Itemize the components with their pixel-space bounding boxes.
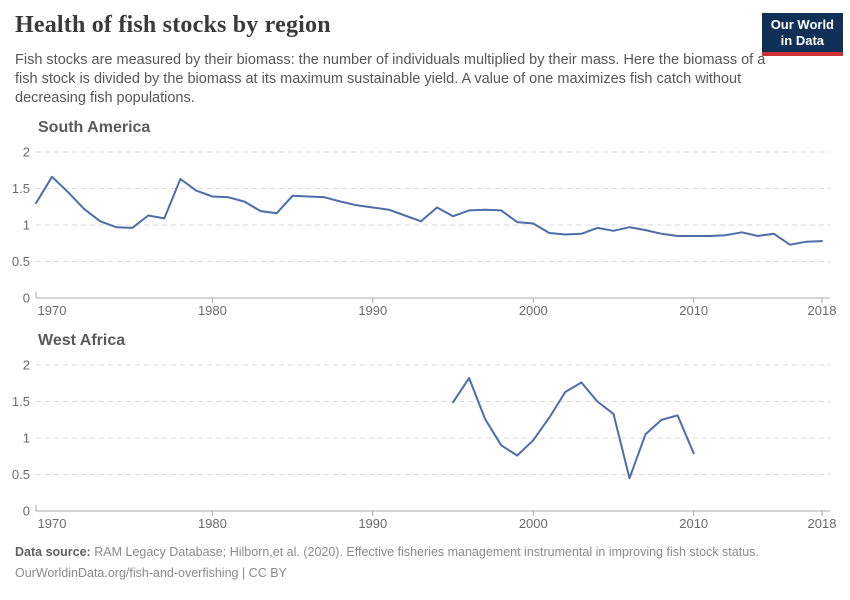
owid-logo-line2: in Data: [780, 33, 825, 48]
x-tick-label: 2018: [808, 516, 837, 531]
y-tick-label: 0.5: [12, 467, 30, 482]
x-tick-label: 2018: [808, 303, 837, 318]
x-tick-label: 2000: [519, 516, 548, 531]
y-tick-label: 0.5: [12, 254, 30, 269]
chart-south-america: 0 0.5 1 1.5 2 1970 1980 1990 2000 2010 2018: [12, 145, 837, 319]
x-tick-label: 2010: [679, 516, 708, 531]
page-title: Health of fish stocks by region: [15, 12, 331, 38]
x-tick-label: 1980: [198, 516, 227, 531]
owid-logo-line1: Our World: [770, 17, 834, 32]
chart-west-africa: 0 0.5 1 1.5 2 1970 1980 1990 2000 2010 2018: [12, 358, 837, 532]
data-source-line: Data source: RAM Legacy Database; Hilbor…: [15, 545, 835, 559]
y-tick-label: 2: [23, 145, 30, 160]
y-tick-label: 1: [23, 431, 30, 446]
y-tick-label: 0: [23, 504, 30, 519]
owid-logo: Our World in Data: [761, 13, 843, 56]
data-source-label: Data source:: [15, 545, 91, 559]
panel-title-west-africa: West Africa: [38, 332, 126, 349]
x-tick-label: 1980: [198, 303, 227, 318]
x-tick-label: 1970: [38, 516, 67, 531]
x-tick-label: 1990: [358, 516, 387, 531]
x-tick-label: 2010: [679, 303, 708, 318]
x-tick-label: 2000: [519, 303, 548, 318]
x-tick-label: 1970: [38, 303, 67, 318]
footer: Data source: RAM Legacy Database; Hilbor…: [15, 545, 835, 587]
y-tick-label: 1.5: [12, 394, 30, 409]
footer-link-line: OurWorldinData.org/fish-and-overfishing …: [15, 566, 287, 580]
y-tick-label: 1: [23, 218, 30, 233]
y-tick-label: 2: [23, 358, 30, 373]
page-subtitle: Fish stocks are measured by their biomas…: [15, 52, 766, 106]
y-tick-label: 0: [23, 291, 30, 306]
panel-title-south-america: South America: [38, 119, 151, 136]
data-line: [35, 175, 823, 246]
data-source-text: RAM Legacy Database; Hilborn,et al. (202…: [90, 545, 759, 559]
data-line: [452, 377, 695, 480]
y-tick-label: 1.5: [12, 181, 30, 196]
x-tick-label: 1990: [358, 303, 387, 318]
